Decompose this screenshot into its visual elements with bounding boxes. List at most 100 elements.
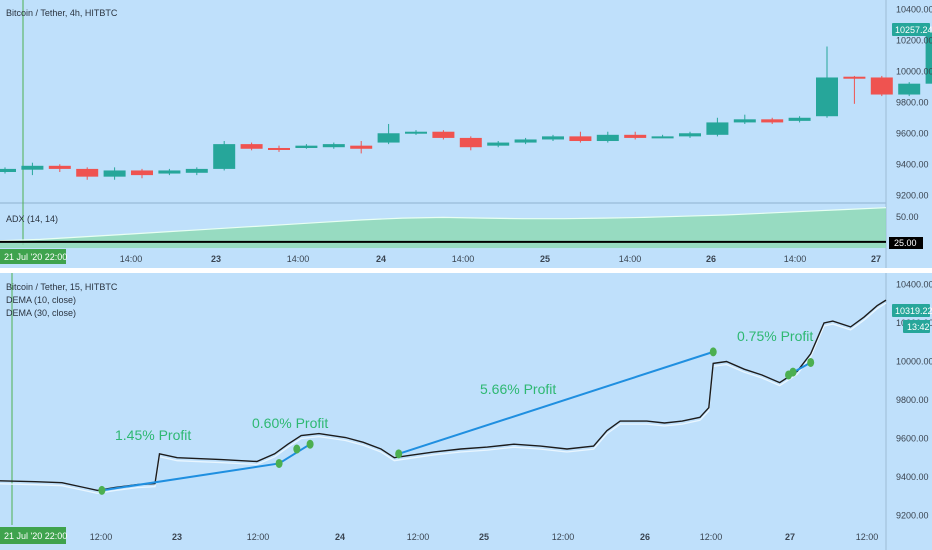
- candle-body: [788, 117, 811, 121]
- top-price-tick: 9400.00: [896, 159, 929, 169]
- adx-chart: [0, 207, 887, 248]
- candle-body: [295, 145, 318, 148]
- study-dema-30[interactable]: DEMA (30, close): [6, 308, 76, 318]
- candle-body: [48, 165, 71, 169]
- candle-body: [624, 134, 647, 138]
- adx-title[interactable]: ADX (14, 14): [6, 214, 58, 224]
- top-time-tick: 24: [376, 254, 386, 264]
- candle-body: [596, 134, 619, 142]
- top-chart-title[interactable]: Bitcoin / Tether, 4h, HITBTC: [6, 8, 118, 18]
- top-price-badge-text: 10257.24: [895, 25, 932, 35]
- bottom-price-badge-text: 10319.22: [895, 306, 932, 316]
- panel-separator[interactable]: [0, 268, 932, 273]
- trade-marker: [98, 485, 106, 495]
- profit-label-1: 1.45% Profit: [115, 427, 191, 443]
- top-time-tick: 26: [706, 254, 716, 264]
- bottom-time-tick: 27: [785, 532, 795, 542]
- candle-body: [733, 119, 756, 123]
- candle-body: [268, 147, 290, 150]
- candle-body: [131, 170, 153, 176]
- bottom-price-tick: 10400.00: [896, 280, 932, 290]
- candle-body: [870, 77, 893, 95]
- top-time-tick: 23: [211, 254, 221, 264]
- bottom-time-tick: 23: [172, 532, 182, 542]
- bottom-date-badge: [0, 527, 66, 544]
- trade-line: [398, 350, 714, 455]
- candle-body: [898, 83, 921, 95]
- profit-label-2: 0.60% Profit: [252, 415, 328, 431]
- candle-body: [459, 137, 482, 148]
- bottom-time-tick: 12:00: [407, 532, 430, 542]
- trade-marker: [293, 444, 301, 454]
- candle-body: [843, 76, 866, 79]
- profit-label-3: 5.66% Profit: [480, 381, 556, 397]
- candle-body: [405, 131, 427, 134]
- candle-body: [103, 170, 126, 177]
- candle-body: [432, 131, 455, 138]
- candle-body: [761, 119, 784, 123]
- trade-line: [278, 443, 311, 465]
- top-date-badge: [0, 249, 66, 264]
- candle-body: [21, 165, 44, 170]
- candle-body: [651, 136, 674, 139]
- candle-body: [706, 122, 729, 135]
- bottom-price-tick: 9600.00: [896, 433, 929, 443]
- top-time-tick: 14:00: [452, 254, 475, 264]
- candle-body: [240, 144, 263, 149]
- candle-body: [158, 170, 181, 174]
- top-date-badge-text: 21 Jul '20 22:00: [4, 252, 67, 262]
- candle-body: [816, 77, 838, 117]
- bottom-price-tick: 9400.00: [896, 472, 929, 482]
- adx-area: [0, 207, 886, 248]
- adx-tick-label: 50.00: [896, 212, 919, 222]
- candle-body: [925, 31, 932, 84]
- candle-body: [322, 144, 345, 148]
- top-time-tick: 14:00: [120, 254, 143, 264]
- candle-body: [569, 136, 592, 142]
- adx-level-badge-text: 25.00: [894, 238, 917, 248]
- top-price-tick: 9600.00: [896, 128, 929, 138]
- bottom-time-tick: 26: [640, 532, 650, 542]
- trade-marker: [395, 449, 403, 459]
- bottom-time-tick: 12:00: [700, 532, 723, 542]
- trade-marker: [789, 367, 797, 377]
- trade-marker: [709, 347, 717, 357]
- candle-body: [76, 168, 99, 177]
- adx-level-badge: [889, 237, 923, 249]
- bottom-chart-title[interactable]: Bitcoin / Tether, 15, HITBTC: [6, 282, 118, 292]
- candle-body: [487, 142, 510, 146]
- dema-10-line: [0, 299, 887, 492]
- top-price-tick: 9200.00: [896, 190, 929, 200]
- bottom-time-tick: 12:00: [552, 532, 575, 542]
- bottom-time-badge: [903, 320, 930, 333]
- candle-body: [213, 144, 236, 169]
- bottom-price-tick: 10000.00: [896, 356, 932, 366]
- top-time-tick: 14:00: [784, 254, 807, 264]
- trade-line: [101, 462, 280, 492]
- bottom-date-badge-text: 21 Jul '20 22:00: [4, 531, 67, 541]
- top-price-badge: [892, 23, 930, 36]
- bottom-time-tick: 24: [335, 532, 345, 542]
- study-dema-10[interactable]: DEMA (10, close): [6, 295, 76, 305]
- candle-body: [350, 145, 373, 149]
- top-time-tick: 27: [871, 254, 881, 264]
- price-line-chart: [0, 299, 887, 495]
- top-price-tick: 9800.00: [896, 97, 929, 107]
- candle-body: [679, 133, 701, 137]
- candle-body: [185, 168, 208, 173]
- candle-body: [377, 133, 400, 143]
- time-axis-bottom: 12:00 23 12:00 24 12:00 25 12:00 26 12:00 27 12:00: [90, 532, 879, 542]
- bottom-price-badge: [892, 304, 930, 317]
- trade-marker: [807, 357, 815, 367]
- candle-body: [542, 136, 564, 140]
- price-axis-top: 9200.00 9400.00 9600.00 9800.00 10000.00 1020…: [896, 4, 932, 200]
- top-time-tick: 14:00: [619, 254, 642, 264]
- top-time-tick: 25: [540, 254, 550, 264]
- bottom-price-tick: 9200.00: [896, 510, 929, 520]
- top-price-tick: 10200.00: [896, 35, 932, 45]
- adx-line: [0, 207, 887, 242]
- profit-label-4: 0.75% Profit: [737, 328, 813, 344]
